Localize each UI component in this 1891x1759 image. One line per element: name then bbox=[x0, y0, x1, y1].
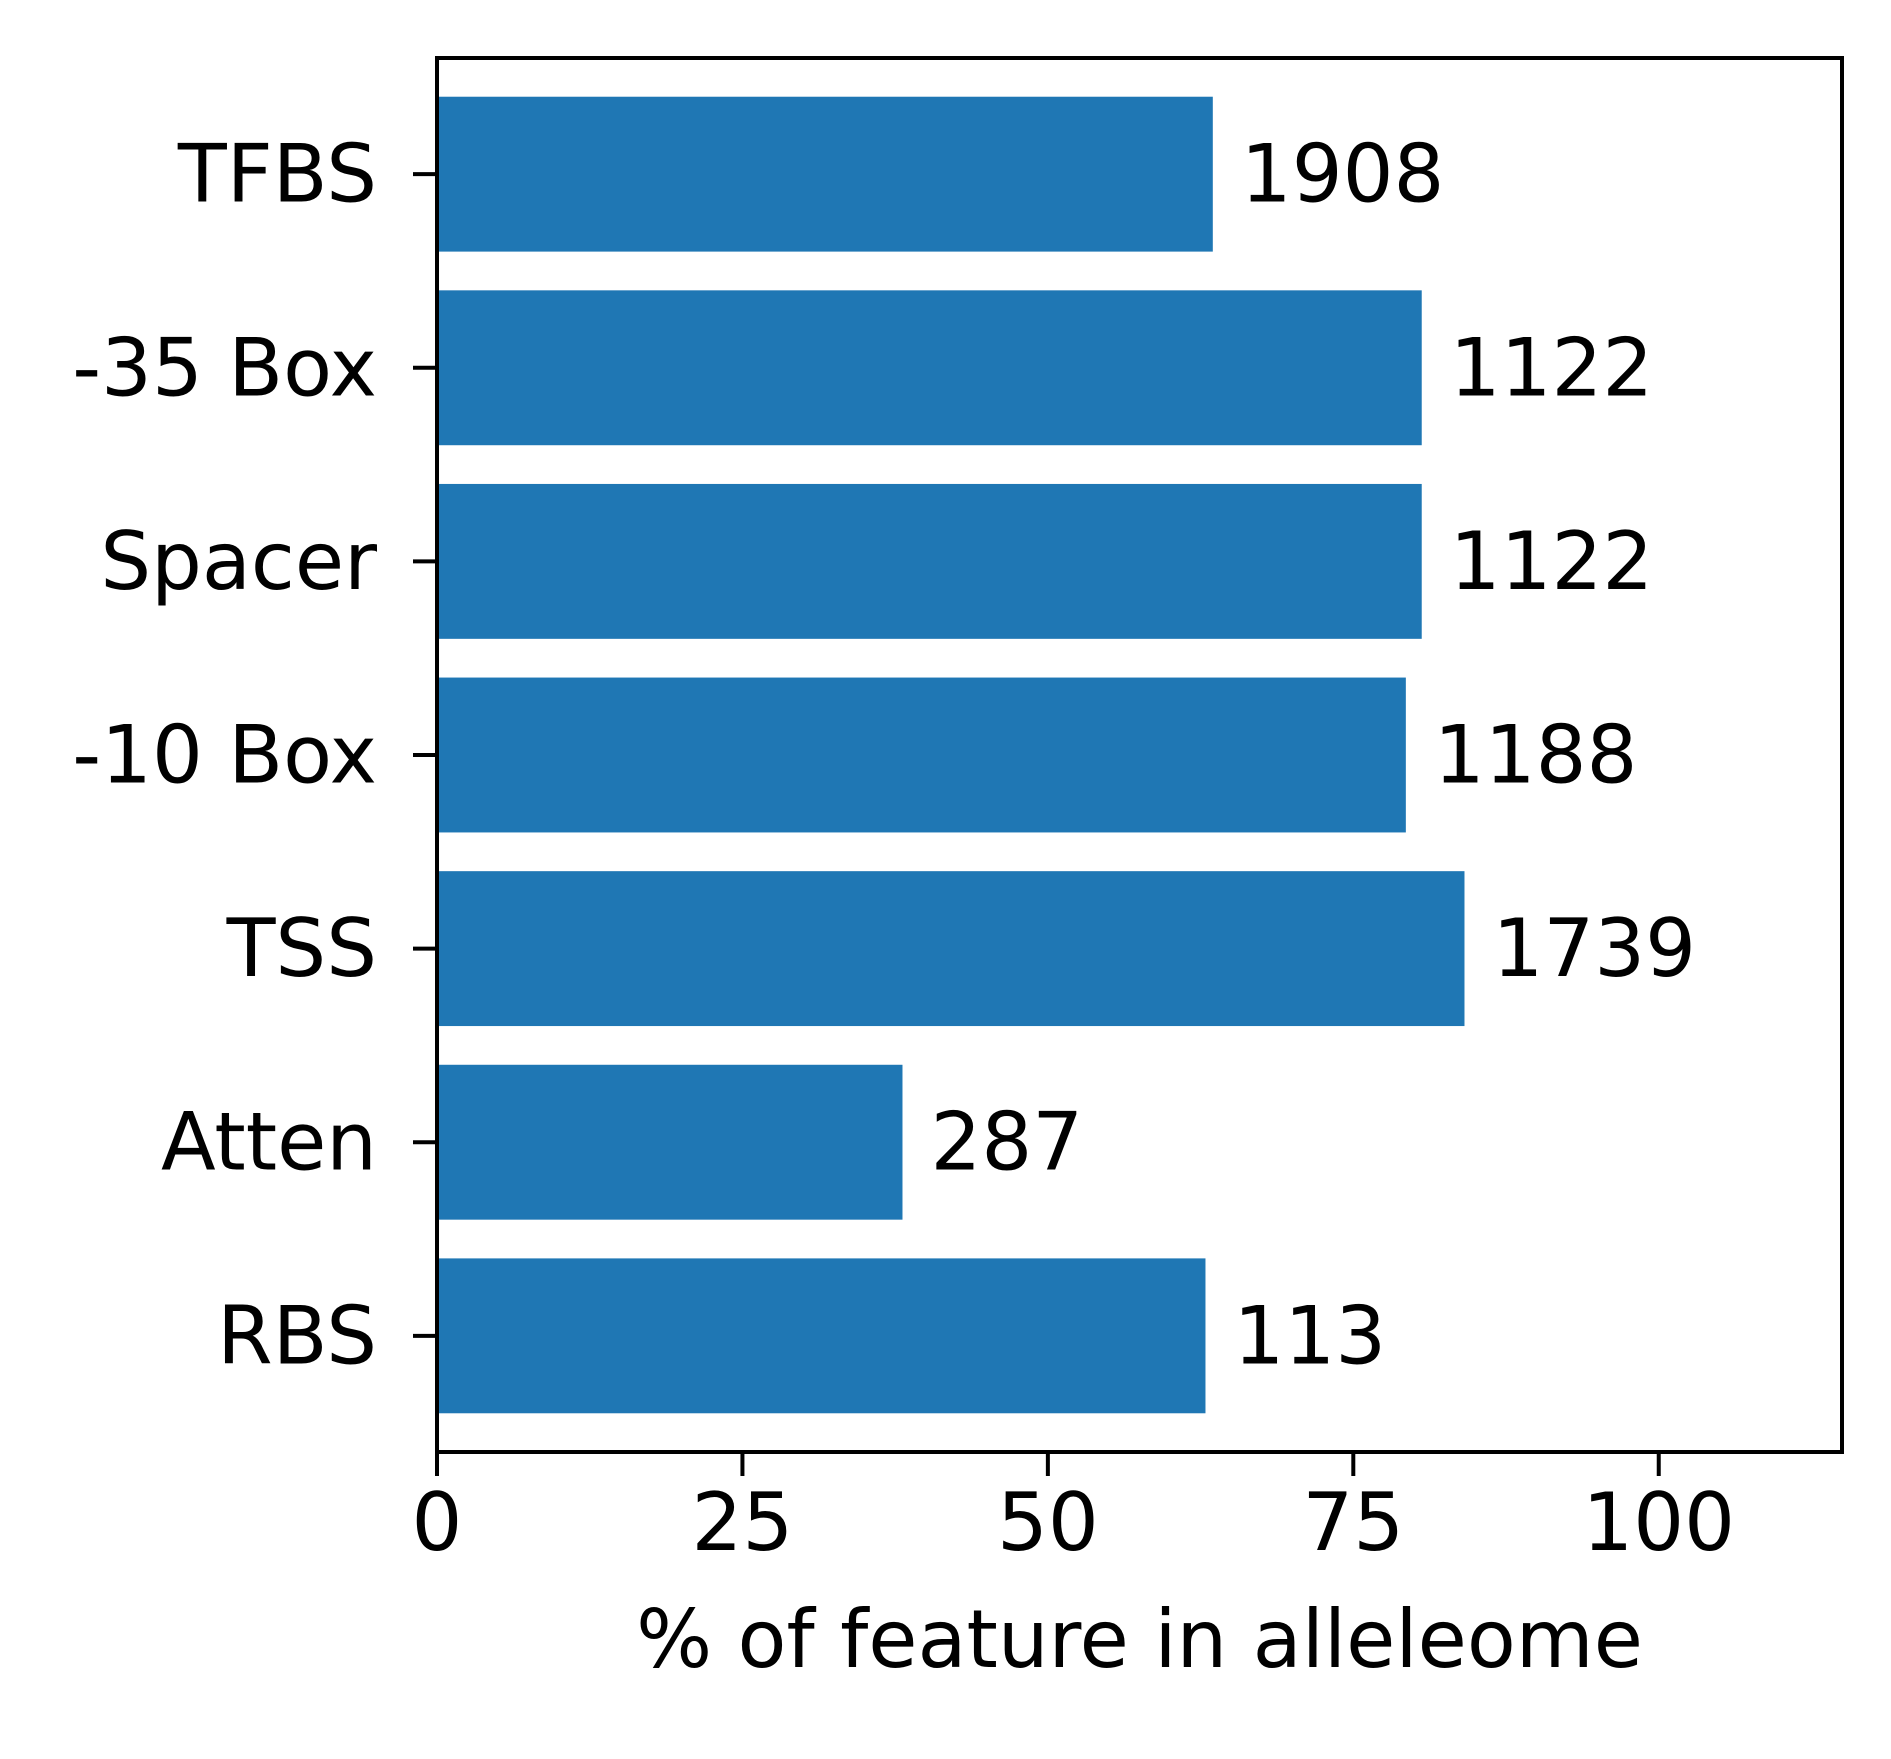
bar-10-box bbox=[437, 677, 1406, 833]
y-tick-label: -35 Box bbox=[72, 321, 377, 414]
bar-value-label: 1908 bbox=[1241, 128, 1445, 221]
bar-value-label: 1122 bbox=[1450, 515, 1654, 608]
x-tick-label: 0 bbox=[412, 1476, 463, 1569]
x-tick-label: 75 bbox=[1302, 1476, 1404, 1569]
y-tick-label: Atten bbox=[161, 1096, 377, 1189]
y-tick-label: -10 Box bbox=[72, 709, 377, 802]
bar-value-label: 287 bbox=[930, 1096, 1083, 1189]
bar-labels-group: 1908 1122 1122 1188 1739 287 113 bbox=[930, 128, 1696, 1383]
x-tick-label: 100 bbox=[1582, 1476, 1735, 1569]
bar-tss bbox=[437, 871, 1465, 1027]
y-tick-label: RBS bbox=[217, 1289, 377, 1382]
bar-spacer bbox=[437, 483, 1422, 639]
bar-value-label: 1188 bbox=[1434, 709, 1638, 802]
bar-value-label: 1739 bbox=[1492, 902, 1696, 995]
x-axis-label: % of feature in alleleome bbox=[636, 1593, 1643, 1686]
bars-group bbox=[437, 96, 1465, 1414]
bar-tfbs bbox=[437, 96, 1213, 252]
bar-atten bbox=[437, 1064, 903, 1220]
y-tick-label: Spacer bbox=[100, 515, 377, 608]
y-tick-label: TSS bbox=[226, 902, 377, 995]
bar-value-label: 113 bbox=[1233, 1289, 1386, 1382]
x-tick-label: 50 bbox=[997, 1476, 1099, 1569]
y-tick-label: TFBS bbox=[177, 128, 377, 221]
y-axis: TFBS -35 Box Spacer -10 Box TSS Atten RBS bbox=[72, 128, 437, 1382]
plot-frame bbox=[435, 56, 1844, 1454]
x-tick-label: 25 bbox=[692, 1476, 794, 1569]
bar-value-label: 1122 bbox=[1450, 321, 1654, 414]
bar-rbs bbox=[437, 1258, 1206, 1414]
x-axis: 0 25 50 75 100 bbox=[412, 1452, 1735, 1569]
bar-35-box bbox=[437, 290, 1422, 446]
